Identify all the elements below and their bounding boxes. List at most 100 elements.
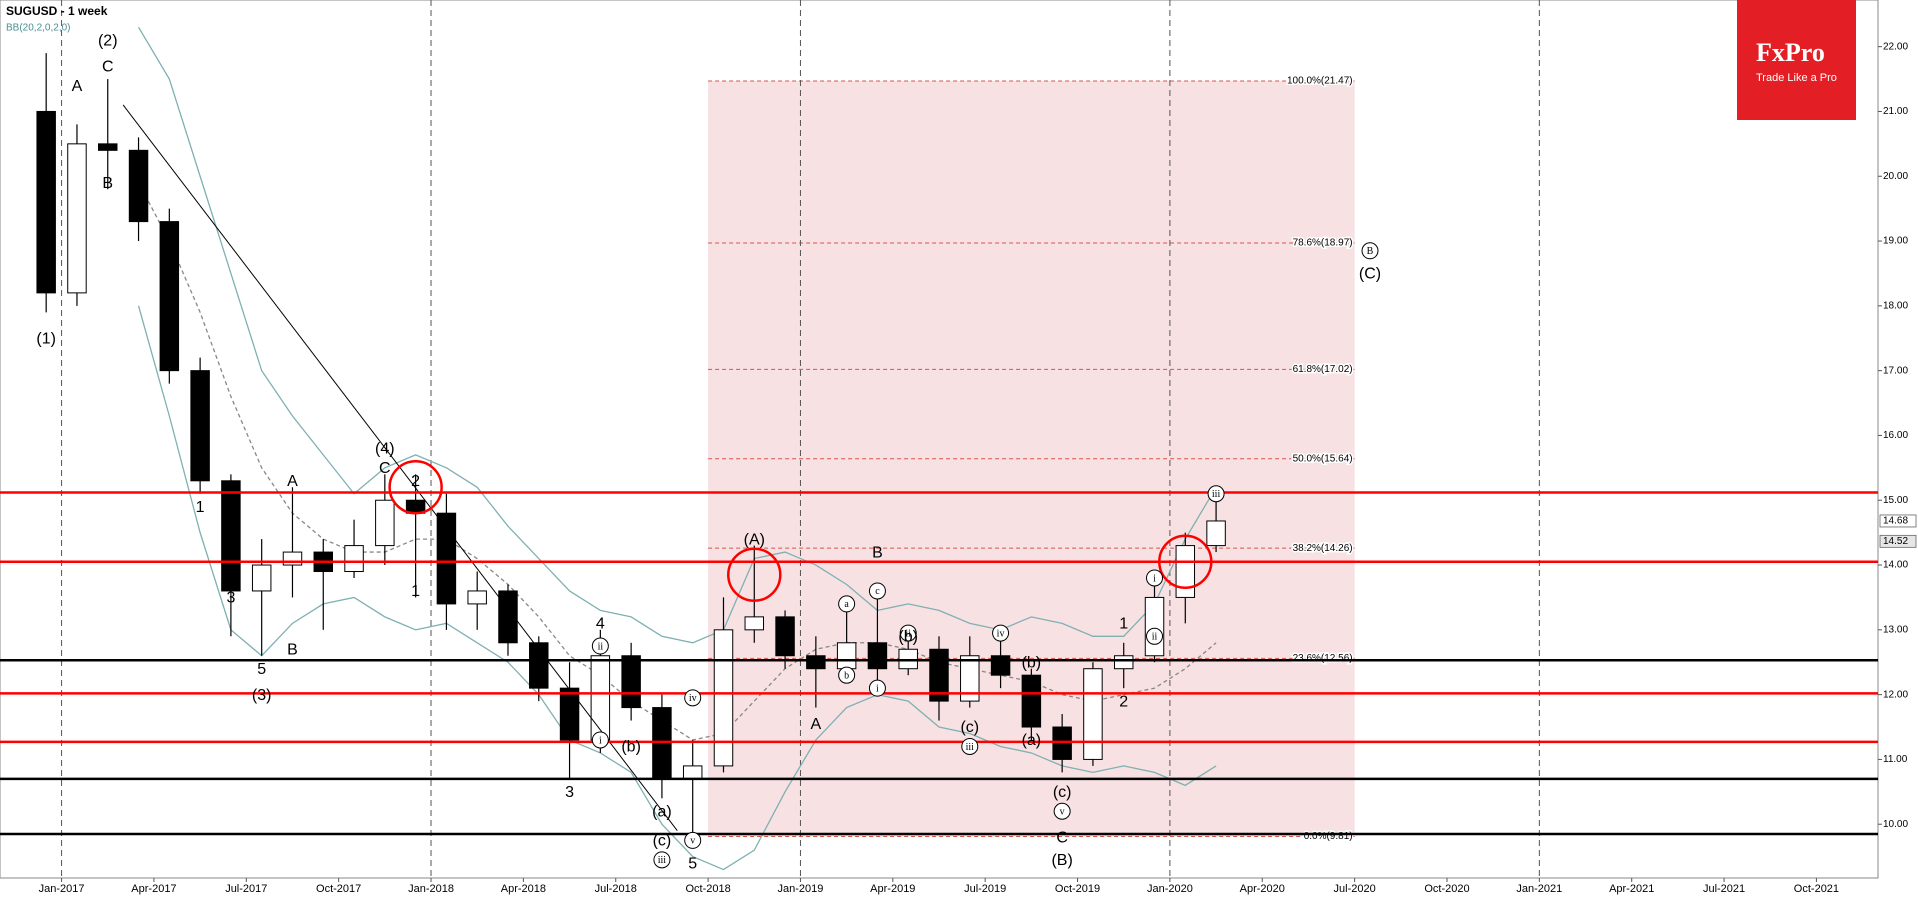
fib-label: 23.6%(12.56) <box>1293 653 1353 664</box>
bollinger-band <box>137 305 1217 871</box>
wave-label: iii <box>966 742 975 753</box>
wave-label: 1 <box>411 583 420 600</box>
annotation-circle <box>1053 802 1071 820</box>
x-tick-label: Jul-2018 <box>595 883 637 895</box>
wave-label: (3) <box>252 687 272 704</box>
candle-body <box>159 221 180 372</box>
annotation-circle <box>838 595 856 613</box>
wave-label: 3 <box>226 590 235 607</box>
candle-body <box>36 110 56 294</box>
annotation-circle <box>838 666 856 684</box>
candle-body <box>775 616 795 657</box>
chart-title: SUGUSD - 1 week <box>6 4 108 18</box>
y-tick-label: 17.00 <box>1883 365 1908 376</box>
wave-label: (b) <box>621 739 641 756</box>
logo-tagline: Trade Like a Pro <box>1756 72 1837 84</box>
candle-body <box>251 564 272 592</box>
x-tick-label: Jan-2020 <box>1147 883 1193 895</box>
wave-label: C <box>379 460 391 477</box>
indicator-label: BB(20,2,0,2,0) <box>6 23 70 34</box>
wave-label: ii <box>598 641 604 652</box>
candle-body <box>867 642 888 670</box>
candle-body <box>559 687 580 741</box>
y-tick-label: 12.00 <box>1883 689 1908 700</box>
x-tick-label: Jan-2018 <box>408 883 454 895</box>
wave-label: A <box>72 78 83 95</box>
wave-label: iii <box>1212 489 1221 500</box>
wave-label: B <box>872 544 883 561</box>
plot: 100.0%(21.47) 78.6%(18.97) 61.8%(17.02) 50.… <box>0 0 1878 878</box>
highlight-circle <box>1158 534 1213 590</box>
candle-body <box>590 655 611 741</box>
candle-body <box>529 642 549 689</box>
candle-body <box>621 655 641 709</box>
candle-body <box>929 648 949 702</box>
annotation-circle <box>684 831 702 849</box>
highlight-circle <box>727 547 782 602</box>
wave-label: ii <box>1152 632 1158 643</box>
wave-label: B <box>287 641 298 658</box>
x-tick-label: Apr-2021 <box>1609 883 1654 895</box>
y-tick-label: 11.00 <box>1883 754 1908 765</box>
y-tick-label: 16.00 <box>1883 430 1908 441</box>
price-tag <box>1879 514 1917 528</box>
x-tick-label: Jul-2020 <box>1334 883 1376 895</box>
price-tag <box>1879 534 1917 548</box>
wave-label: v <box>1060 807 1065 818</box>
annotation-circle <box>591 637 609 655</box>
y-tick-label: 19.00 <box>1883 236 1908 247</box>
fib-label: 38.2%(14.26) <box>1293 543 1353 554</box>
wave-label: C <box>1056 829 1068 846</box>
y-tick-label: 20.00 <box>1883 171 1908 182</box>
annotation-circle <box>899 624 917 642</box>
wave-label: (C) <box>1359 266 1381 283</box>
candle-body <box>467 590 487 605</box>
candle-body <box>990 655 1011 676</box>
candle-body <box>1052 726 1072 760</box>
x-tick-label: Jan-2019 <box>778 883 824 895</box>
x-tick-label: Jul-2021 <box>1703 883 1745 895</box>
candle-body <box>898 648 918 670</box>
wave-label: (A) <box>744 531 765 548</box>
wave-label: iii <box>658 855 667 866</box>
candle-body <box>190 370 210 482</box>
y-tick-label: 21.00 <box>1883 106 1908 117</box>
wave-label: (a) <box>1022 732 1042 749</box>
wave-label: (c) <box>1053 784 1072 801</box>
y-tick-label: 18.00 <box>1883 300 1908 311</box>
price-tag-label: 14.52 <box>1883 536 1908 547</box>
wave-label: 3 <box>565 784 574 801</box>
candle-body <box>1113 655 1134 670</box>
candle-body <box>806 655 826 670</box>
candle-body <box>498 590 518 644</box>
wave-label: C <box>102 58 114 75</box>
y-tick-label: 15.00 <box>1883 495 1908 506</box>
fib-label: 100.0%(21.47) <box>1287 76 1353 87</box>
annotation-circle <box>684 689 702 707</box>
highlight-circle <box>388 460 443 515</box>
candle-body <box>436 512 457 605</box>
candle-body <box>282 551 303 566</box>
candle-body <box>67 143 87 294</box>
wave-label: 5 <box>688 855 697 872</box>
candle-body <box>344 545 364 573</box>
wave-label: ii <box>905 628 911 639</box>
annotation-circle <box>591 731 609 749</box>
price-tag-label: 14.68 <box>1883 516 1908 527</box>
bollinger-band <box>137 26 1217 644</box>
logo-brand: FxPro <box>1756 38 1825 67</box>
wave-label: (2) <box>98 32 118 49</box>
candle-body <box>128 149 149 223</box>
wave-label: c <box>875 586 880 597</box>
wave-label: 5 <box>257 661 266 678</box>
candle-body <box>1175 545 1196 598</box>
wave-label: B <box>1367 246 1374 257</box>
x-tick-label: Jul-2017 <box>225 883 267 895</box>
wave-label: b <box>844 670 849 681</box>
x-tick-label: Apr-2019 <box>870 883 915 895</box>
wave-label: (c) <box>653 833 672 850</box>
candle-body <box>744 616 765 631</box>
x-tick-label: Jan-2017 <box>39 883 85 895</box>
